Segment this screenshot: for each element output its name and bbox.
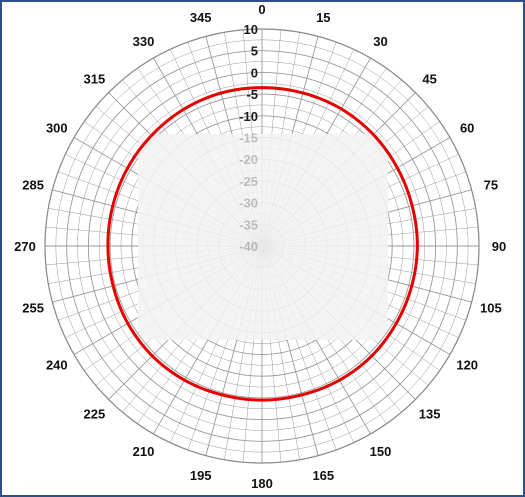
angle-tick-label: 75 [484,178,498,193]
angle-tick-label: 240 [46,358,68,373]
angle-tick-label: 180 [251,476,273,491]
radial-tick-label: -20 [239,152,258,167]
angle-tick-label: 60 [460,121,474,136]
outer-ring [44,28,480,464]
angle-tick-label: 30 [373,34,387,49]
radial-tick-label: -10 [239,109,258,124]
angle-tick-label: 120 [456,358,478,373]
radial-tick-label: -5 [246,87,258,102]
radial-tick-label: -35 [239,217,258,232]
angle-tick-label: 0 [258,2,265,17]
angle-tick-label: 165 [312,468,334,483]
faded-center-overlay [138,134,388,340]
radial-tick-label: 0 [251,65,258,80]
angle-tick-label: 210 [133,444,155,459]
radial-tick-label: -30 [239,196,258,211]
angle-tick-label: 45 [422,71,436,86]
angle-tick-label: 90 [492,239,506,254]
radial-tick-label: -25 [239,174,258,189]
radial-tick-label: -40 [239,239,258,254]
angle-tick-label: 285 [22,178,44,193]
angle-tick-label: 315 [84,71,106,86]
center-overlay [138,134,388,340]
angle-tick-label: 300 [46,121,68,136]
angle-tick-label: 15 [316,10,330,25]
angle-tick-label: 345 [190,10,212,25]
angle-tick-label: 150 [370,444,392,459]
angle-tick-labels: 0153045607590105120135150165180195210225… [14,2,506,491]
angle-tick-label: 135 [419,407,441,422]
angle-tick-label: 105 [480,300,502,315]
radial-tick-label: -15 [239,131,258,146]
radial-tick-label: 5 [251,44,258,59]
angle-tick-label: 270 [14,239,36,254]
radial-tick-labels: 10 5 0 -5 -10 -15 -20 -25 -30 -35 -40 [239,22,258,254]
radial-tick-label: 10 [244,22,258,37]
angle-tick-label: 225 [84,407,106,422]
series-layer [106,86,419,402]
angle-tick-label: 195 [190,468,212,483]
angle-tick-label: 255 [22,300,44,315]
angle-tick-label: 330 [133,34,155,49]
